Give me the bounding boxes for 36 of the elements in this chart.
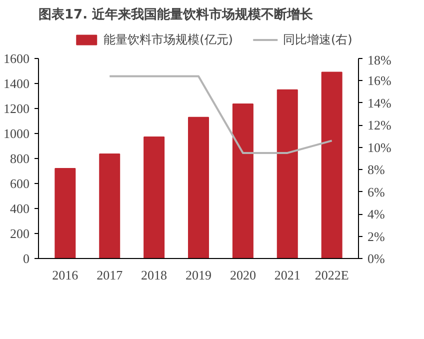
y-tick-label: 1000 — [4, 126, 30, 141]
x-tick-label: 2016 — [52, 268, 79, 282]
bar — [144, 136, 165, 258]
bar — [276, 89, 298, 258]
y-tick-label: 400 — [10, 201, 30, 216]
x-tick-label: 2021 — [274, 268, 300, 282]
x-tick-label: 2022E — [314, 268, 349, 282]
bar — [99, 154, 120, 258]
bar — [232, 104, 254, 258]
x-tick-label: 2020 — [230, 268, 256, 282]
y-tick-label: 600 — [10, 176, 30, 191]
y2-tick-label: 8% — [368, 162, 385, 178]
y-tick-label: 1600 — [4, 51, 30, 66]
x-tick-label: 2017 — [96, 268, 124, 282]
y2-tick-label: 10% — [368, 140, 392, 155]
x-tick-label: 2018 — [141, 268, 168, 282]
y-tick-label: 1400 — [4, 76, 30, 91]
bar — [188, 116, 209, 258]
bar — [54, 168, 76, 258]
y-tick-label: 0 — [23, 251, 30, 266]
x-tick-label: 2019 — [186, 268, 212, 282]
y2-tick-label: 0% — [368, 251, 385, 266]
y2-tick-label: 16% — [368, 73, 392, 88]
y-tick-label: 800 — [10, 151, 30, 166]
y2-tick-label: 4% — [368, 206, 385, 222]
y2-tick-label: 12% — [368, 118, 392, 133]
y2-tick-label: 18% — [368, 52, 392, 68]
bar — [321, 72, 342, 258]
y2-tick-label: 6% — [368, 184, 385, 200]
legend-label: 能量饮料市场规模(亿元) — [104, 31, 233, 48]
y2-tick-label: 2% — [368, 228, 385, 244]
y-tick-label: 1200 — [4, 101, 30, 116]
chart-title: 图表17. 近年来我国能量饮料市场规模不断增长 — [38, 6, 314, 22]
legend-label: 同比增速(右) — [283, 31, 352, 48]
y-tick-label: 200 — [10, 226, 30, 241]
y2-tick-label: 14% — [368, 95, 392, 110]
